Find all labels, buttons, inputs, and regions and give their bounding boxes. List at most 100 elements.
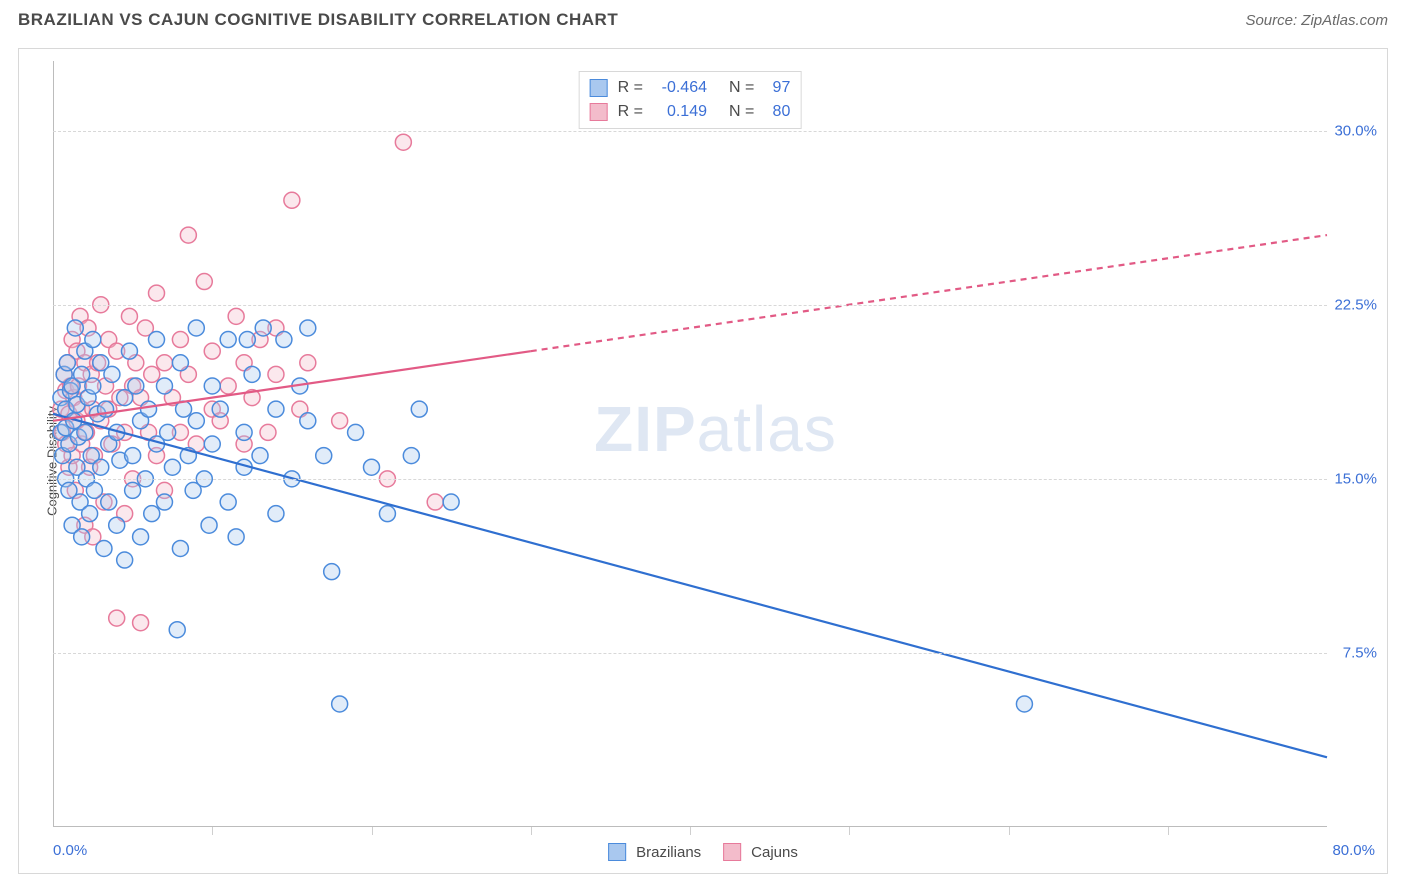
n-label: N = <box>729 100 754 124</box>
gridline-h <box>53 305 1327 306</box>
brazilians-point <box>125 482 141 498</box>
swatch-icon <box>590 103 608 121</box>
brazilians-point <box>156 494 172 510</box>
cajuns-point <box>144 366 160 382</box>
cajuns-point <box>204 343 220 359</box>
brazilians-point <box>316 448 332 464</box>
chart-title: BRAZILIAN VS CAJUN COGNITIVE DISABILITY … <box>18 10 618 30</box>
brazilians-point <box>364 459 380 475</box>
cajuns-point <box>149 285 165 301</box>
n-value: 80 <box>760 100 790 124</box>
brazilians-point <box>133 529 149 545</box>
cajuns-point <box>300 355 316 371</box>
brazilians-point <box>101 494 117 510</box>
legend-item-cajuns: Cajuns <box>723 843 798 861</box>
brazilians-point <box>104 366 120 382</box>
brazilians-point <box>188 320 204 336</box>
y-tick-label: 15.0% <box>1334 470 1377 487</box>
scatter-svg <box>53 61 1327 827</box>
x-tick <box>531 827 532 835</box>
brazilians-point <box>1016 696 1032 712</box>
x-tick <box>212 827 213 835</box>
brazilians-point <box>228 529 244 545</box>
chart-container: Cognitive Disability ZIPatlas R =-0.464N… <box>18 48 1388 874</box>
brazilians-point <box>244 366 260 382</box>
brazilians-point <box>164 459 180 475</box>
stats-row-brazilians: R =-0.464N =97 <box>590 76 791 100</box>
brazilians-point <box>220 494 236 510</box>
stats-row-cajuns: R =0.149 N =80 <box>590 100 791 124</box>
brazilians-point <box>276 332 292 348</box>
cajuns-point <box>228 308 244 324</box>
gridline-h <box>53 479 1327 480</box>
x-axis-max-label: 80.0% <box>1332 842 1375 859</box>
x-axis-min-label: 0.0% <box>53 842 87 859</box>
brazilians-point <box>212 401 228 417</box>
cajuns-point <box>395 134 411 150</box>
brazilians-point <box>141 401 157 417</box>
r-value: 0.149 <box>649 100 707 124</box>
legend-label: Cajuns <box>751 844 798 861</box>
brazilians-point <box>156 378 172 394</box>
brazilians-point <box>67 320 83 336</box>
y-tick-label: 7.5% <box>1343 644 1377 661</box>
brazilians-point <box>172 540 188 556</box>
gridline-h <box>53 131 1327 132</box>
brazilians-point <box>239 332 255 348</box>
brazilians-point <box>255 320 271 336</box>
n-value: 97 <box>760 76 790 100</box>
brazilians-point <box>379 506 395 522</box>
brazilians-point <box>96 540 112 556</box>
brazilians-point <box>93 459 109 475</box>
brazilians-point <box>109 517 125 533</box>
legend: Brazilians Cajuns <box>608 843 798 861</box>
stats-box: R =-0.464N =97R =0.149 N =80 <box>579 71 802 129</box>
brazilians-point <box>201 517 217 533</box>
swatch-icon <box>590 79 608 97</box>
legend-label: Brazilians <box>636 844 701 861</box>
cajuns-point <box>284 192 300 208</box>
brazilians-point <box>300 413 316 429</box>
cajuns-point <box>268 366 284 382</box>
source-label: Source: ZipAtlas.com <box>1245 12 1388 29</box>
brazilians-point <box>268 506 284 522</box>
brazilians-point <box>443 494 459 510</box>
gridline-h <box>53 653 1327 654</box>
brazilians-point <box>121 343 137 359</box>
brazilians-point <box>125 448 141 464</box>
x-tick <box>849 827 850 835</box>
x-tick <box>1009 827 1010 835</box>
legend-item-brazilians: Brazilians <box>608 843 701 861</box>
cajuns-point <box>332 413 348 429</box>
cajuns-point <box>220 378 236 394</box>
brazilians-point <box>332 696 348 712</box>
swatch-icon <box>608 843 626 861</box>
brazilians-point <box>117 552 133 568</box>
brazilians-point <box>324 564 340 580</box>
brazilians-point <box>268 401 284 417</box>
y-tick-label: 30.0% <box>1334 122 1377 139</box>
brazilians-point <box>160 424 176 440</box>
brazilians-point <box>169 622 185 638</box>
cajuns-point <box>133 615 149 631</box>
chart-header: BRAZILIAN VS CAJUN COGNITIVE DISABILITY … <box>0 0 1406 36</box>
brazilians-point <box>82 506 98 522</box>
swatch-icon <box>723 843 741 861</box>
x-tick <box>372 827 373 835</box>
r-label: R = <box>618 100 643 124</box>
brazilians-point <box>85 332 101 348</box>
plot-area: ZIPatlas R =-0.464N =97R =0.149N =80 <box>53 61 1327 827</box>
brazilians-point <box>348 424 364 440</box>
brazilians-point <box>86 482 102 498</box>
cajuns-point <box>180 227 196 243</box>
cajuns-trendline-dashed <box>531 235 1327 351</box>
cajuns-point <box>260 424 276 440</box>
brazilians-point <box>236 424 252 440</box>
r-label: R = <box>618 76 643 100</box>
brazilians-point <box>300 320 316 336</box>
x-tick <box>690 827 691 835</box>
brazilians-point <box>204 436 220 452</box>
brazilians-point <box>77 424 93 440</box>
cajuns-point <box>427 494 443 510</box>
brazilians-point <box>128 378 144 394</box>
